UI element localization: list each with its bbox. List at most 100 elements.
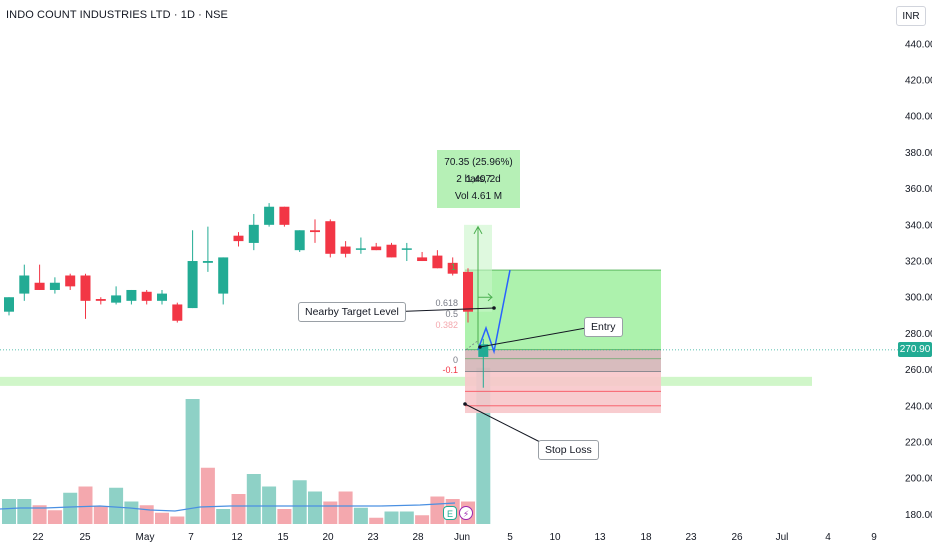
measure-bars: 2 bars, 2d	[456, 174, 501, 185]
stop-zone	[465, 349, 661, 414]
measure-right-arrow	[478, 293, 493, 302]
candle-body	[355, 248, 366, 250]
fib-level-label: 0.382	[435, 320, 458, 330]
volume-bar	[308, 491, 322, 524]
volume-bar	[2, 499, 16, 524]
candle-body	[218, 257, 229, 294]
volume-bar	[277, 509, 292, 524]
price-axis-label: 220.00	[905, 437, 932, 448]
entry-connector	[479, 327, 587, 348]
volume-bar	[32, 505, 47, 524]
volume-bar	[231, 494, 246, 524]
volume-bar	[124, 501, 139, 524]
candle-body	[172, 304, 183, 321]
volume-bar	[292, 480, 307, 524]
time-axis-label: 9	[871, 532, 877, 543]
support-band	[0, 376, 812, 386]
price-axis-label: 320.00	[905, 257, 932, 268]
candle-body	[233, 235, 244, 242]
volume-bar	[63, 492, 78, 524]
time-axis-label: 10	[549, 532, 561, 543]
fib-level-label: 0	[453, 355, 458, 365]
candle-body	[111, 295, 122, 303]
stop-connector	[464, 403, 547, 446]
volume-bar	[170, 516, 185, 524]
time-axis-label: Jun	[454, 532, 470, 543]
time-axis-label: 15	[277, 532, 289, 543]
time-axis-label: 5	[507, 532, 513, 543]
fib-level-label: 0.618	[435, 298, 458, 308]
measure-volume: Vol 4.61 M	[454, 191, 503, 202]
trade-zones	[464, 224, 661, 414]
measure-arrow-head	[473, 225, 483, 235]
volume-bar	[93, 506, 108, 524]
candle-body	[447, 262, 458, 274]
candle-body	[340, 246, 351, 254]
candle-body	[463, 271, 473, 312]
volume-bar	[262, 486, 277, 524]
volume-bar	[338, 491, 353, 524]
volume-bar	[155, 512, 169, 524]
time-axis-label: 23	[367, 532, 379, 543]
candle-body	[19, 275, 30, 294]
volume-bar	[78, 486, 93, 524]
time-axis-label: 26	[731, 532, 743, 543]
volume-bar	[47, 510, 62, 524]
candle-body	[325, 221, 336, 254]
candle-body	[401, 248, 412, 250]
time-axis-label: 4	[825, 532, 831, 543]
candle-body	[4, 297, 14, 312]
time-axis-label: 22	[32, 532, 44, 543]
volume-bar	[399, 511, 414, 524]
measure-change: 70.35 (25.96%) 1,407	[444, 157, 513, 185]
fib-level-label: 1	[451, 262, 456, 272]
candle-body	[310, 230, 320, 233]
callout-entry[interactable]: Entry	[584, 317, 623, 337]
callout-target-level[interactable]: Nearby Target Level	[298, 302, 406, 322]
dividend-badge[interactable]: ⚡	[459, 506, 473, 520]
volume-bar	[185, 399, 200, 524]
candle-body	[248, 224, 259, 243]
projection-path	[477, 269, 511, 355]
candle-body	[202, 261, 213, 263]
candle-body	[264, 206, 275, 225]
volume-bar	[246, 474, 261, 524]
candle-body	[478, 344, 489, 357]
volume-bar	[323, 501, 338, 524]
price-axis-label: 420.00	[905, 76, 932, 87]
candle-body	[386, 244, 397, 258]
volume-bar	[369, 517, 384, 524]
fib-level-label: 0.5	[445, 309, 458, 319]
price-axis-label: 400.00	[905, 112, 932, 123]
callout-stop-loss[interactable]: Stop Loss	[538, 440, 599, 460]
price-axis-label: 180.00	[905, 510, 932, 521]
volume-bar	[216, 509, 231, 524]
time-axis-label: 12	[231, 532, 243, 543]
fib-neutral-band	[465, 349, 661, 372]
candle-body	[65, 275, 76, 287]
time-axis-label: May	[136, 532, 155, 543]
symbol-title[interactable]: INDO COUNT INDUSTRIES LTD · 1D · NSE	[6, 9, 228, 21]
candle-body	[95, 299, 106, 301]
currency-button[interactable]: INR	[896, 6, 926, 26]
candle-body	[187, 261, 198, 309]
volume-bar	[384, 511, 399, 524]
time-axis-label: 25	[79, 532, 91, 543]
candle-body	[126, 289, 137, 301]
earnings-badge[interactable]: E	[443, 506, 457, 520]
price-axis-label: 360.00	[905, 184, 932, 195]
candle-body	[371, 246, 382, 251]
volume-bar	[139, 505, 154, 524]
volume-pane	[0, 367, 491, 524]
candle-body	[417, 257, 428, 262]
volume-bar	[17, 499, 32, 524]
entry-point	[478, 345, 482, 349]
price-axis-label: 340.00	[905, 220, 932, 231]
price-axis-label: 440.00	[905, 39, 932, 50]
fib-level-label: -0.1	[442, 365, 458, 375]
volume-bar	[200, 467, 215, 524]
price-axis-label: 240.00	[905, 401, 932, 412]
price-axis-label: 200.00	[905, 474, 932, 485]
time-axis-label: 20	[322, 532, 334, 543]
